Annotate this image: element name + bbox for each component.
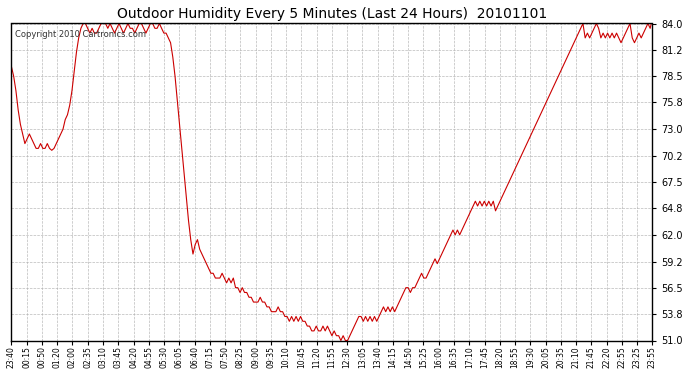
Text: Copyright 2010 Cartronics.com: Copyright 2010 Cartronics.com (14, 30, 146, 39)
Title: Outdoor Humidity Every 5 Minutes (Last 24 Hours)  20101101: Outdoor Humidity Every 5 Minutes (Last 2… (117, 7, 547, 21)
